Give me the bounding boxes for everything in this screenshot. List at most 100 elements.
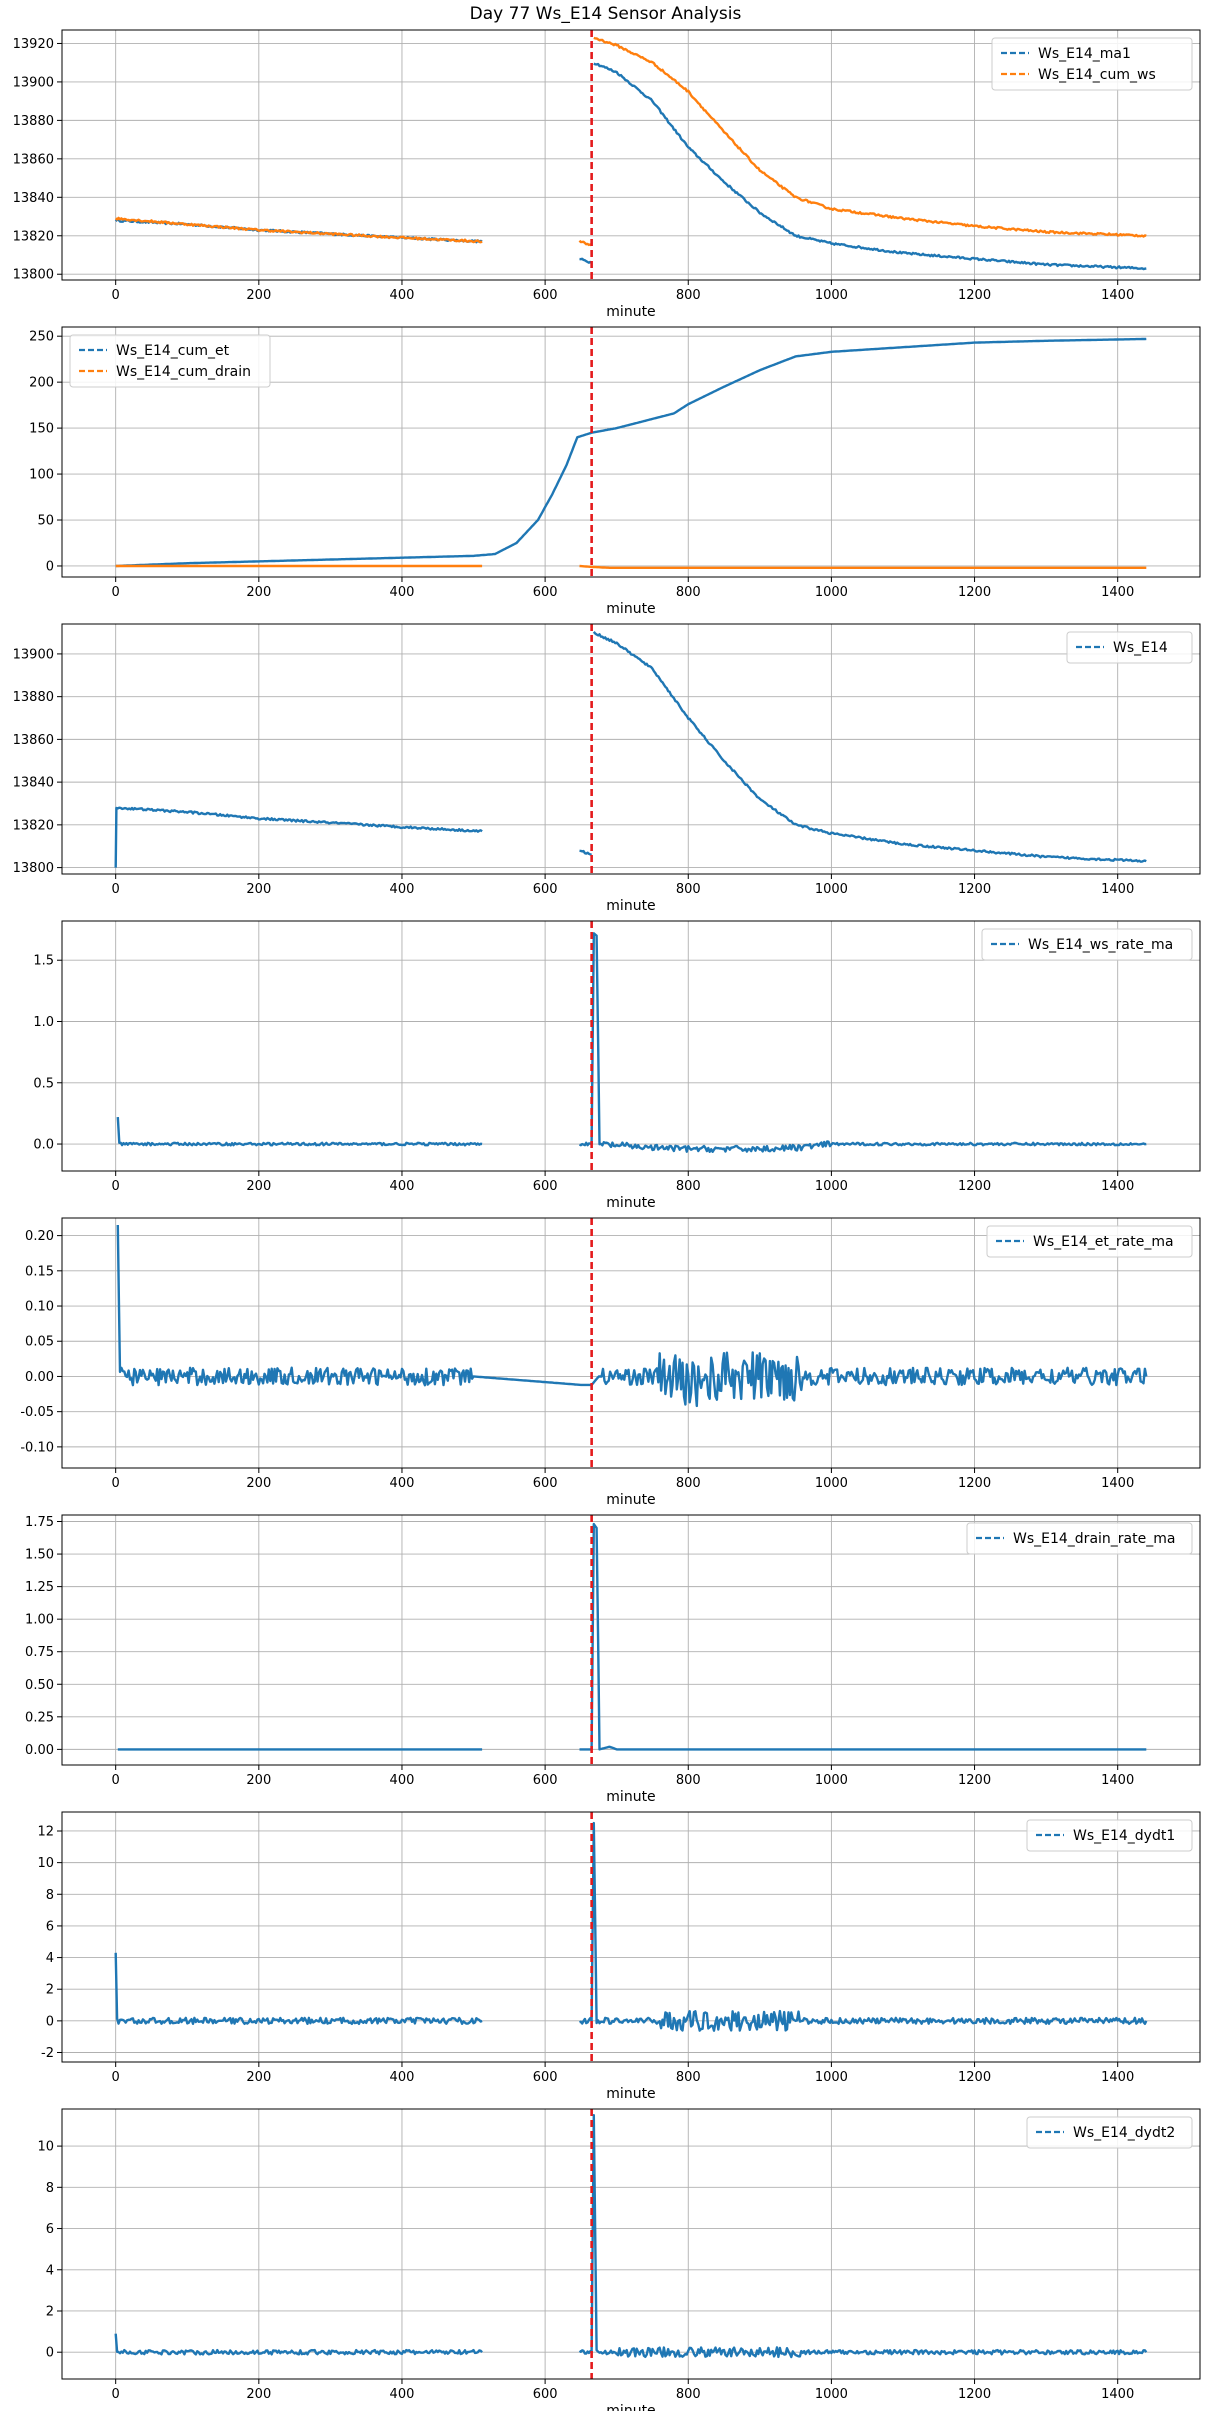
legend-box <box>69 334 271 388</box>
series-line-Ws_E14_et_rate_ma <box>116 1224 1148 1408</box>
x-tick-label: 800 <box>676 1773 701 1788</box>
y-tick-label: -0.10 <box>20 1440 54 1455</box>
y-tick-label: 1.5 <box>33 954 54 969</box>
y-tick-label: 13840 <box>13 776 54 791</box>
x-tick-label: 800 <box>676 585 701 600</box>
y-tick-label: 13900 <box>13 647 54 662</box>
x-tick-label: 200 <box>246 585 271 600</box>
x-tick-label: 1400 <box>1101 2387 1134 2402</box>
x-tick-label: 800 <box>676 2387 701 2402</box>
chart-panel-3: 0 200 400 600 800 1000 1200 1400 13800 13820 13840… <box>13 623 1201 914</box>
x-tick-label: 1000 <box>815 882 848 897</box>
series-group <box>116 1224 1148 1408</box>
x-tick-label: 600 <box>533 585 558 600</box>
x-axis-label: minute <box>606 1195 655 1211</box>
legend-label: Ws_E14_dydt2 <box>1073 2125 1175 2141</box>
x-tick-label: 800 <box>676 2070 701 2085</box>
series-group <box>116 932 1147 1154</box>
legend-label: Ws_E14_cum_ws <box>1038 67 1156 83</box>
legend-label: Ws_E14_ws_rate_ma <box>1028 937 1173 953</box>
plot-frame <box>61 1217 1201 1469</box>
x-tick-label: 1000 <box>815 288 848 303</box>
legend: Ws_E14_ws_rate_ma <box>981 928 1193 961</box>
series-line-Ws_E14_drain_rate_ma <box>579 1522 1147 1751</box>
plot-frame <box>61 1514 1201 1766</box>
x-tick-label: 1400 <box>1101 1773 1134 1788</box>
plot-frame <box>61 29 1201 281</box>
legend: Ws_E14_dydt1 <box>1026 1819 1193 1852</box>
series-line-Ws_E14_cum_ws <box>593 36 1147 238</box>
chart-panel-8: 0 200 400 600 800 1000 1200 1400 0 2 4 6 8 10 minute Ws… <box>37 2108 1201 2411</box>
legend-box <box>1026 1819 1193 1852</box>
y-tick-label: 0.10 <box>25 1300 54 1315</box>
series-group <box>114 1821 1148 2032</box>
x-tick-label: 600 <box>533 1773 558 1788</box>
x-tick-label: 1400 <box>1101 585 1134 600</box>
x-tick-label: 200 <box>246 1773 271 1788</box>
series-line-Ws_E14_cum_ws <box>114 216 483 244</box>
y-tick-label: 13900 <box>13 75 54 90</box>
x-tick-label: 0 <box>112 2070 120 2085</box>
series-line-Ws_E14 <box>579 849 592 856</box>
legend: Ws_E14_et_rate_ma <box>986 1225 1193 1258</box>
x-tick-label: 1400 <box>1101 288 1134 303</box>
series-line-Ws_E14_dydt2 <box>578 2113 1148 2359</box>
x-tick-label: 400 <box>390 1476 415 1491</box>
y-tick-label: 13840 <box>13 191 54 206</box>
plot-frame <box>61 623 1201 875</box>
series-line-Ws_E14_dydt1 <box>579 1821 1148 2032</box>
y-tick-label: 8 <box>46 1888 54 1903</box>
y-tick-label: 13800 <box>13 268 54 283</box>
x-tick-label: 600 <box>533 2070 558 2085</box>
y-tick-label: 250 <box>29 330 54 345</box>
legend-label: Ws_E14_ma1 <box>1038 46 1131 62</box>
x-axis-label: minute <box>606 601 655 617</box>
x-axis-label: minute <box>606 898 655 914</box>
y-tick-label: 100 <box>29 468 54 483</box>
legend-box <box>1026 2116 1193 2149</box>
legend-box <box>986 1225 1193 1258</box>
x-tick-label: 1000 <box>815 1773 848 1788</box>
x-tick-label: 400 <box>390 1773 415 1788</box>
y-tick-label: 4 <box>46 2263 54 2278</box>
y-tick-label: 2 <box>46 2304 54 2319</box>
legend-box <box>981 928 1193 961</box>
x-tick-label: 1000 <box>815 1476 848 1491</box>
legend: Ws_E14_cum_et Ws_E14_cum_drain <box>69 334 271 388</box>
x-tick-label: 800 <box>676 882 701 897</box>
y-tick-label: 10 <box>37 2140 54 2155</box>
x-tick-label: 1200 <box>958 1773 991 1788</box>
y-tick-label: 13800 <box>13 861 54 876</box>
y-tick-label: 4 <box>46 1951 54 1966</box>
y-tick-label: 50 <box>37 514 54 529</box>
x-tick-label: 1200 <box>958 2070 991 2085</box>
x-tick-label: 600 <box>533 288 558 303</box>
series-line-Ws_E14_cum_ws <box>578 239 593 247</box>
x-tick-label: 1400 <box>1101 1476 1134 1491</box>
y-tick-label: 13860 <box>13 152 54 167</box>
x-axis-label: minute <box>606 1492 655 1508</box>
y-tick-label: 1.0 <box>33 1015 54 1030</box>
x-tick-label: 200 <box>246 288 271 303</box>
legend-box <box>966 1522 1193 1555</box>
y-tick-label: 0.5 <box>33 1076 54 1091</box>
x-tick-label: 800 <box>676 1476 701 1491</box>
y-tick-label: -2 <box>41 2046 54 2061</box>
legend-label: Ws_E14_dydt1 <box>1073 1828 1175 1844</box>
y-tick-label: 1.00 <box>25 1613 54 1628</box>
x-tick-label: 1200 <box>958 585 991 600</box>
series-line-Ws_E14 <box>592 631 1147 863</box>
x-tick-label: 400 <box>390 2387 415 2402</box>
y-tick-label: -0.05 <box>20 1405 54 1420</box>
y-tick-label: 0 <box>46 559 54 574</box>
x-tick-label: 800 <box>676 1179 701 1194</box>
y-tick-label: 0.50 <box>25 1678 54 1693</box>
y-tick-label: 13860 <box>13 733 54 748</box>
series-group <box>114 2113 1148 2359</box>
legend-label: Ws_E14_cum_drain <box>116 364 251 380</box>
y-tick-label: 0.00 <box>25 1743 54 1758</box>
y-tick-label: 6 <box>46 2222 54 2237</box>
y-tick-label: 0.15 <box>25 1264 54 1279</box>
x-tick-label: 200 <box>246 1179 271 1194</box>
